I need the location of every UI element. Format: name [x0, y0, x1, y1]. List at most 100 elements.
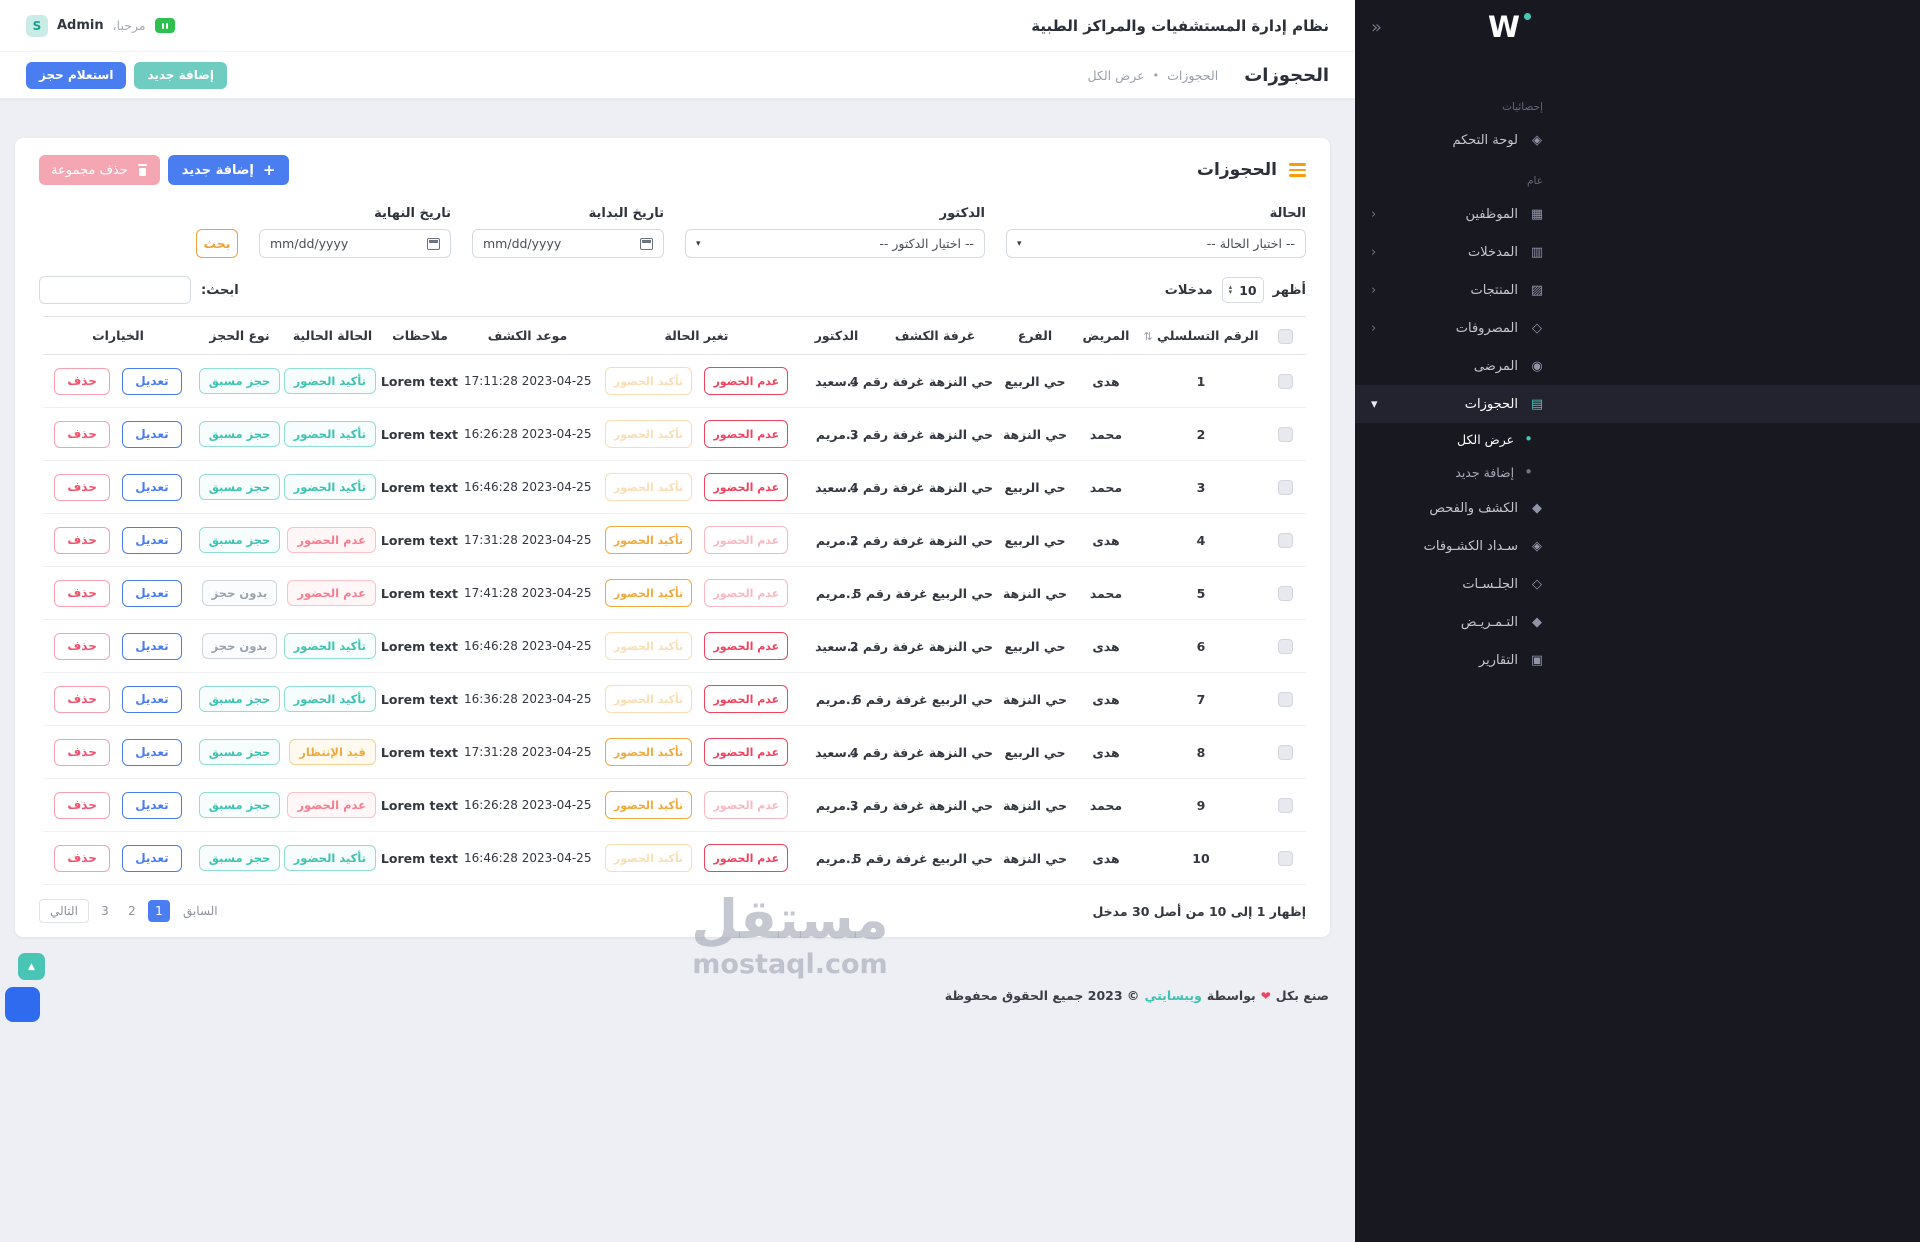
confirm-attendance-button[interactable]: تأكيد الحضور	[604, 367, 693, 395]
no-show-button[interactable]: عدم الحضور	[704, 526, 789, 554]
delete-button[interactable]: حذف	[54, 367, 110, 395]
booking-type-badge: حجز مسبق	[198, 792, 281, 818]
no-show-button[interactable]: عدم الحضور	[704, 685, 789, 713]
cell-booking-type: حجز مسبق	[193, 407, 286, 461]
entries-select[interactable]: 10 ▴ ▾	[1221, 277, 1264, 303]
brand-link[interactable]: ويبسايتي	[1144, 988, 1202, 1003]
sidebar-item-patients[interactable]: ◉ المرضى	[1355, 347, 1920, 385]
no-show-button[interactable]: عدم الحضور	[704, 844, 789, 872]
pagination-page-3[interactable]: 3	[94, 900, 116, 922]
confirm-attendance-button[interactable]: تأكيد الحضور	[604, 738, 693, 766]
row-checkbox[interactable]	[1277, 639, 1293, 654]
end-date-input[interactable]: mm/dd/yyyy	[259, 229, 451, 258]
booking-type-badge: حجز مسبق	[198, 474, 281, 500]
row-checkbox[interactable]	[1277, 427, 1293, 442]
pagination-page-1[interactable]: 1	[147, 900, 170, 922]
confirm-attendance-button[interactable]: تأكيد الحضور	[604, 579, 693, 607]
sidebar-item-expenses[interactable]: ◇ المصروفات ‹	[1355, 309, 1920, 347]
confirm-attendance-button[interactable]: تأكيد الحضور	[604, 791, 693, 819]
delete-button[interactable]: حذف	[54, 738, 110, 766]
delete-button[interactable]: حذف	[54, 791, 110, 819]
table-row: 7 هدى حي النزهة حي الربيع غرفة رقم 6 د.م…	[43, 672, 1306, 726]
user-menu[interactable]: مرحبا، Admin S	[26, 14, 175, 37]
row-checkbox[interactable]	[1277, 533, 1293, 548]
delete-button[interactable]: حذف	[54, 473, 110, 501]
table-search-input[interactable]	[39, 276, 191, 304]
sidebar-collapse-button[interactable]: «	[1371, 17, 1383, 38]
chat-widget-button[interactable]	[5, 987, 40, 1022]
row-checkbox[interactable]	[1277, 480, 1293, 495]
no-show-button[interactable]: عدم الحضور	[704, 420, 789, 448]
doctor-select[interactable]: -- اختيار الدكتور -- ▾	[685, 229, 985, 258]
sidebar-item-sessions[interactable]: ◇ الجلـسـات	[1355, 565, 1920, 603]
no-show-button[interactable]: عدم الحضور	[704, 473, 789, 501]
confirm-attendance-button[interactable]: تأكيد الحضور	[604, 844, 693, 872]
cell-appointment: 16:26:28 2023-04-25	[461, 778, 594, 832]
pagination-page-2[interactable]: 2	[121, 900, 143, 922]
cell-notes: Lorem text	[379, 407, 461, 461]
no-show-button[interactable]: عدم الحضور	[704, 632, 789, 660]
no-show-button[interactable]: عدم الحضور	[704, 791, 789, 819]
sidebar-subitem-add-new[interactable]: • إضافة جديد	[1355, 456, 1920, 489]
edit-button[interactable]: تعديل	[122, 420, 182, 448]
sidebar-item-reports[interactable]: ▣ التقارير	[1355, 641, 1920, 679]
sidebar-item-entries[interactable]: ▥ المدخلات ‹	[1355, 233, 1920, 271]
add-new-button[interactable]: إضافة جديد	[134, 61, 227, 89]
edit-button[interactable]: تعديل	[122, 738, 182, 766]
delete-button[interactable]: حذف	[54, 526, 110, 554]
pagination-next[interactable]: التالي	[39, 899, 89, 923]
breadcrumb-current: عرض الكل	[1087, 67, 1145, 83]
avatar[interactable]: S	[26, 14, 48, 37]
cell-branch: حي النزهة	[996, 778, 1074, 832]
sidebar-item-dashboard[interactable]: ◈ لوحة التحكم	[1355, 121, 1920, 159]
booking-inquiry-button[interactable]: استعلام حجز	[26, 61, 127, 89]
menu-icon[interactable]	[1289, 163, 1306, 177]
delete-button[interactable]: حذف	[54, 685, 110, 713]
edit-button[interactable]: تعديل	[122, 685, 182, 713]
row-checkbox[interactable]	[1277, 851, 1293, 866]
row-checkbox[interactable]	[1277, 798, 1293, 813]
edit-button[interactable]: تعديل	[122, 632, 182, 660]
no-show-button[interactable]: عدم الحضور	[704, 367, 789, 395]
breadcrumb-parent[interactable]: الحجوزات	[1167, 67, 1219, 83]
sidebar-item-payments[interactable]: ◈ سـداد الكشـوفات	[1355, 527, 1920, 565]
edit-button[interactable]: تعديل	[122, 579, 182, 607]
edit-button[interactable]: تعديل	[122, 791, 182, 819]
search-button[interactable]: بحث	[196, 229, 238, 258]
sidebar-item-label: لوحة التحكم	[1452, 132, 1518, 148]
confirm-attendance-button[interactable]: تأكيد الحضور	[604, 632, 693, 660]
no-show-button[interactable]: عدم الحضور	[704, 579, 789, 607]
confirm-attendance-button[interactable]: تأكيد الحضور	[604, 526, 693, 554]
row-checkbox[interactable]	[1277, 586, 1293, 601]
row-checkbox[interactable]	[1277, 745, 1293, 760]
confirm-attendance-button[interactable]: تأكيد الحضور	[604, 473, 693, 501]
sidebar-item-employees[interactable]: ▦ الموظفين ‹	[1355, 195, 1920, 233]
add-reservation-button[interactable]: + إضافة جديد	[167, 155, 290, 185]
confirm-attendance-button[interactable]: تأكيد الحضور	[604, 420, 693, 448]
sidebar-subitem-view-all[interactable]: • عرض الكل	[1355, 423, 1920, 456]
status-select[interactable]: -- اختيار الحالة -- ▾	[1006, 229, 1306, 258]
delete-button[interactable]: حذف	[54, 579, 110, 607]
pagination-previous[interactable]: السابق	[175, 900, 226, 922]
edit-button[interactable]: تعديل	[122, 367, 182, 395]
row-checkbox[interactable]	[1277, 692, 1293, 707]
sidebar-item-nursing[interactable]: ◆ التـمـريـض	[1355, 603, 1920, 641]
confirm-attendance-button[interactable]: تأكيد الحضور	[604, 685, 693, 713]
edit-button[interactable]: تعديل	[122, 473, 182, 501]
delete-button[interactable]: حذف	[54, 844, 110, 872]
app-logo[interactable]: W	[1488, 13, 1531, 42]
delete-group-button[interactable]: حذف مجموعة	[39, 155, 160, 185]
delete-button[interactable]: حذف	[54, 632, 110, 660]
sidebar-item-reservations[interactable]: ▤ الحجوزات ▾	[1355, 385, 1920, 423]
edit-button[interactable]: تعديل	[122, 526, 182, 554]
start-date-input[interactable]: mm/dd/yyyy	[472, 229, 664, 258]
sidebar-item-examination[interactable]: ◆ الكشف والفحص	[1355, 489, 1920, 527]
delete-button[interactable]: حذف	[54, 420, 110, 448]
edit-button[interactable]: تعديل	[122, 844, 182, 872]
no-show-button[interactable]: عدم الحضور	[704, 738, 789, 766]
select-all-checkbox[interactable]	[1277, 328, 1293, 344]
scroll-top-button[interactable]: ▲	[18, 953, 45, 980]
row-checkbox[interactable]	[1277, 374, 1293, 389]
header-serial[interactable]: الرقم التسلسلي ⇅	[1138, 316, 1264, 355]
sidebar-item-products[interactable]: ▨ المنتجات ‹	[1355, 271, 1920, 309]
